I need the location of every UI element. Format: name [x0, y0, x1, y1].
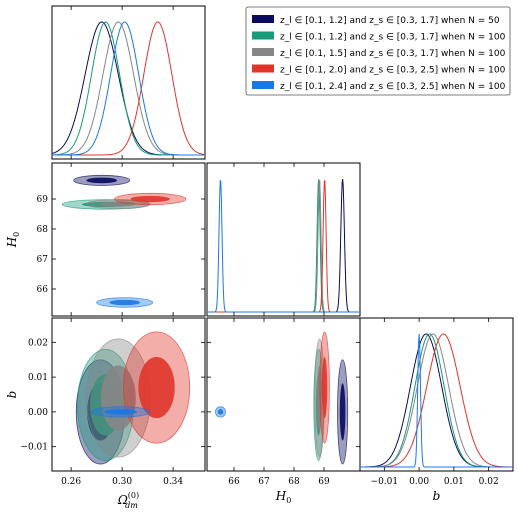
legend-box — [245, 6, 511, 96]
contour-68-0 — [339, 383, 346, 441]
ytick-label: 0.00 — [28, 408, 48, 418]
xtick-label: −0.01 — [371, 477, 399, 487]
xlabel-H0: H0 — [275, 489, 292, 505]
contour-68-4 — [217, 409, 224, 415]
xtick-label: 66 — [228, 477, 240, 487]
curve-b-4 — [360, 334, 513, 468]
legend-label-2: z_l ∈ [0.1, 1.5] and z_s ∈ [0.3, 1.7] wh… — [280, 49, 506, 59]
ylabel-H0: H0 — [5, 232, 21, 249]
legend-label-0: z_l ∈ [0.1, 1.2] and z_s ∈ [0.3, 1.7] wh… — [280, 16, 500, 26]
ytick-label: 0.01 — [28, 373, 48, 383]
contour-68-3 — [138, 356, 175, 419]
xtick-label: 0.30 — [112, 477, 132, 487]
ylabel-b: b — [5, 391, 19, 399]
contour-68-0 — [86, 177, 118, 184]
legend-swatch-4 — [252, 81, 274, 89]
xlabel-omega: Ω(0) dm — [117, 491, 139, 510]
curve-H0-4 — [207, 179, 360, 313]
legend-swatch-3 — [252, 64, 274, 73]
ytick-label: 0.02 — [28, 338, 48, 348]
contour-68-3 — [130, 195, 170, 203]
xtick-label: 0.34 — [163, 477, 183, 487]
panel-1-1 — [206, 162, 361, 317]
xlabel-omega-sup: (0) — [128, 491, 139, 500]
legend-swatch-1 — [252, 31, 274, 40]
xtick-label: 0.01 — [444, 477, 464, 487]
contour-68-3 — [321, 356, 328, 419]
xlabel-b: b — [433, 489, 441, 503]
legend-label-1: z_l ∈ [0.1, 1.2] and z_s ∈ [0.3, 1.7] wh… — [280, 33, 506, 43]
xtick-label: 0.02 — [479, 477, 499, 487]
xtick-label: 69 — [318, 477, 330, 487]
legend-label-4: z_l ∈ [0.1, 2.4] and z_s ∈ [0.3, 2.5] wh… — [280, 82, 506, 92]
contours-2-0 — [75, 331, 191, 465]
legend-swatch-2 — [252, 48, 274, 56]
panel-2-2 — [359, 317, 514, 472]
diag-b — [360, 333, 513, 468]
ytick-label: 68 — [37, 225, 49, 235]
ytick-label: −0.01 — [20, 443, 48, 453]
contour-68-2 — [100, 201, 136, 207]
ytick-label: 66 — [37, 285, 49, 295]
xlabel-H0-sub: 0 — [286, 496, 291, 505]
xtick-label: 67 — [258, 477, 270, 487]
xtick-label: 68 — [288, 477, 300, 487]
ytick-label: 69 — [37, 195, 49, 205]
legend-label-3: z_l ∈ [0.1, 2.0] and z_s ∈ [0.3, 2.5] wh… — [280, 66, 506, 76]
panel-2-1 — [206, 317, 361, 472]
contours-2-1 — [214, 331, 349, 465]
legend-swatch-0 — [252, 15, 274, 23]
ytick-label: 67 — [37, 255, 49, 265]
xtick-label: 0.00 — [409, 477, 429, 487]
ylabel-H0-sub: 0 — [12, 232, 21, 237]
panel-0-0 — [51, 5, 206, 160]
diag-H0 — [207, 179, 360, 313]
xtick-label: 0.26 — [61, 477, 81, 487]
legend: z_l ∈ [0.1, 1.2] and z_s ∈ [0.3, 1.7] wh… — [245, 6, 511, 96]
curve-omega-4 — [52, 21, 205, 156]
contour-68-4 — [109, 299, 141, 306]
xlabel-omega-sub: dm — [125, 501, 138, 510]
contour-68-4 — [104, 409, 137, 415]
panel-1-0 — [51, 162, 206, 317]
diag-omega — [52, 21, 205, 156]
contours-1-0 — [61, 174, 187, 308]
